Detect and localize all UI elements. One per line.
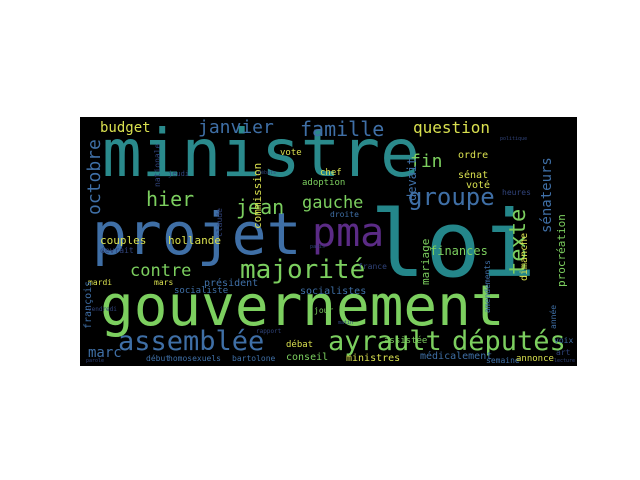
- word-annee: année: [549, 304, 558, 329]
- word-vendredi: vendredi: [88, 306, 117, 313]
- word-famille: famille: [300, 117, 385, 141]
- word-hollande: hollande: [168, 234, 221, 247]
- word-bartolone: bartolone: [232, 354, 276, 363]
- word-senat: sénat: [458, 170, 489, 181]
- word-voix: voix: [554, 336, 574, 345]
- word-socialiste: socialiste: [174, 286, 229, 296]
- word-debat: débat: [286, 340, 314, 350]
- word-dimanche: dimanche: [519, 232, 530, 281]
- word-groupe: groupe: [408, 183, 495, 211]
- word-ordre: ordre: [458, 150, 489, 161]
- word-paris: paris: [310, 244, 326, 250]
- word-ayrault: ayrault: [328, 326, 442, 357]
- word-conseil: conseil: [286, 352, 329, 363]
- word-hier: hier: [146, 187, 195, 211]
- word-droite: droite: [330, 210, 359, 219]
- word-devait: devait: [405, 157, 419, 201]
- word-mariage: mariage: [419, 238, 432, 285]
- word-claude: claude: [215, 208, 224, 237]
- word-deputes: députés: [452, 326, 566, 357]
- word-nationale: nationale: [153, 143, 162, 187]
- word-mardi: mardi: [88, 278, 113, 287]
- word-couples: couples: [100, 234, 147, 247]
- word-senateurs: sénateurs: [539, 157, 555, 233]
- word-politique: politique: [500, 136, 528, 142]
- word-debats: débats: [258, 170, 277, 176]
- word-vote: vote: [280, 148, 302, 158]
- word-octobre: octobre: [84, 139, 105, 215]
- word-janvier: janvier: [198, 117, 274, 138]
- word-jour: jour: [314, 306, 334, 315]
- word-gauche: gauche: [302, 193, 364, 213]
- word-mars: mars: [154, 278, 174, 287]
- word-matin: matin: [338, 320, 354, 326]
- word-debut: début: [146, 354, 171, 363]
- word-ministres: ministres: [346, 353, 401, 364]
- word-homosexuels: homosexuels: [168, 354, 221, 363]
- word-jeudi: jeudi: [168, 170, 190, 178]
- word-cloud: ministre loi gouvernement projet pma maj…: [80, 117, 577, 366]
- word-contre: contre: [130, 261, 192, 281]
- word-adoption: adoption: [302, 178, 346, 188]
- word-medicalement: médicalement: [420, 351, 493, 362]
- word-finances: finances: [430, 244, 488, 258]
- word-semaine: semaine: [486, 356, 520, 365]
- word-assistee: assistée: [384, 336, 428, 346]
- word-jean: jean: [236, 195, 285, 219]
- word-art: art: [556, 348, 571, 357]
- word-procreation: procréation: [555, 214, 568, 287]
- word-majorite: majorité: [240, 255, 366, 285]
- word-heures: heures: [502, 188, 531, 197]
- word-lecture: lecture: [554, 358, 576, 364]
- word-gouvernement: gouvernement: [100, 274, 505, 339]
- word-loi: loi: [370, 191, 537, 298]
- word-budget: budget: [100, 120, 151, 136]
- word-marc: marc: [88, 345, 122, 361]
- word-vote-pp: voté: [466, 180, 491, 191]
- word-question: question: [413, 118, 491, 137]
- word-projet: projet: [92, 200, 302, 268]
- word-president: président: [204, 278, 259, 289]
- word-francois: françois: [83, 280, 94, 329]
- word-annonce: annonce: [516, 354, 554, 364]
- word-pma: pma: [312, 210, 385, 256]
- word-ministre: ministre: [102, 117, 420, 192]
- word-fin: fin: [410, 151, 443, 172]
- word-chef: chef: [320, 168, 342, 178]
- word-assemblee: assemblée: [118, 326, 265, 357]
- word-amendements: amendements: [483, 260, 492, 313]
- word-socialistes: socialistes: [300, 286, 367, 297]
- word-devrait: devrait: [100, 246, 134, 255]
- word-france: france: [358, 262, 387, 271]
- word-rapport: rapport: [256, 328, 282, 335]
- word-parole: parole: [86, 358, 105, 364]
